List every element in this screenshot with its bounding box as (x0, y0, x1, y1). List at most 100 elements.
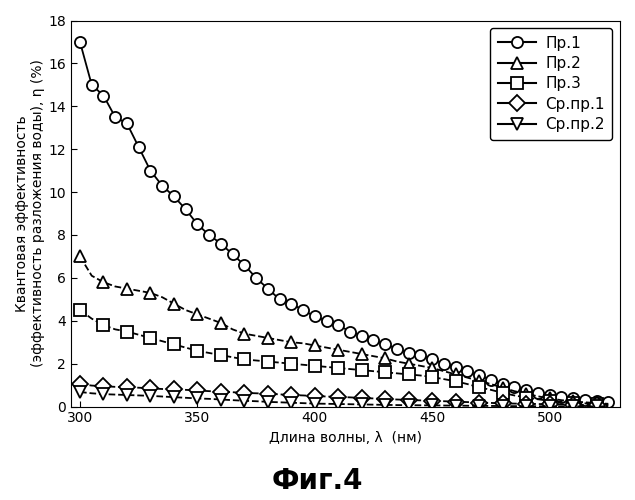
Пр.2 (429, 365, 436, 371)
Пр.2 (205, 316, 213, 322)
Пр.3 (335, 365, 342, 371)
Пр.3 (592, 401, 600, 407)
Ср.пр.2 (405, 402, 413, 408)
Ср.пр.1 (323, 394, 330, 400)
Пр.2 (264, 335, 272, 341)
Пр.2 (581, 400, 589, 406)
Пр.2 (111, 284, 119, 290)
Ср.пр.1 (182, 387, 189, 393)
Пр.2 (358, 351, 366, 357)
Ср.пр.2 (581, 404, 589, 409)
Line: Ср.пр.1: Ср.пр.1 (74, 378, 614, 411)
Ср.пр.1 (346, 394, 354, 400)
Пр.3 (111, 326, 119, 332)
Пр.3 (417, 372, 424, 378)
Пр.1 (346, 328, 354, 334)
Пр.3 (276, 360, 283, 366)
Пр.3 (464, 381, 471, 387)
Пр.2 (229, 326, 236, 332)
Пр.1 (393, 346, 401, 352)
Пр.2 (88, 272, 95, 278)
Пр.1 (581, 396, 589, 402)
Пр.1 (592, 398, 600, 404)
Пр.3 (264, 358, 272, 364)
Пр.1 (123, 120, 131, 126)
Ср.пр.1 (111, 384, 119, 390)
Пр.2 (135, 288, 142, 294)
Пр.2 (76, 254, 84, 260)
Пр.1 (323, 318, 330, 324)
Ср.пр.1 (605, 402, 612, 408)
Пр.3 (323, 364, 330, 370)
Ср.пр.2 (499, 403, 507, 409)
Ср.пр.1 (123, 384, 131, 390)
Пр.2 (511, 388, 518, 394)
Ср.пр.2 (229, 397, 236, 403)
Пр.1 (476, 372, 483, 378)
Пр.2 (393, 358, 401, 364)
Ср.пр.2 (100, 391, 107, 397)
Пр.1 (545, 392, 553, 398)
Пр.2 (569, 398, 577, 404)
Пр.2 (170, 300, 178, 306)
Пр.3 (158, 338, 166, 344)
Пр.2 (323, 344, 330, 350)
Ср.пр.1 (299, 392, 307, 398)
Ср.пр.1 (135, 384, 142, 390)
Пр.1 (88, 82, 95, 88)
Ср.пр.2 (288, 400, 295, 406)
Пр.1 (205, 232, 213, 238)
Ср.пр.2 (299, 400, 307, 406)
Пр.3 (123, 328, 131, 334)
Пр.2 (464, 374, 471, 380)
Пр.1 (417, 352, 424, 358)
Пр.3 (170, 342, 178, 347)
Ср.пр.2 (393, 402, 401, 408)
Пр.3 (217, 352, 225, 358)
Ср.пр.1 (499, 400, 507, 406)
Ср.пр.2 (534, 404, 542, 409)
Пр.3 (194, 348, 201, 354)
Ср.пр.1 (581, 402, 589, 408)
Ср.пр.2 (335, 401, 342, 407)
Ср.пр.2 (346, 401, 354, 407)
Text: Фиг.4: Фиг.4 (272, 467, 363, 495)
Пр.2 (182, 307, 189, 313)
Ср.пр.1 (545, 401, 553, 407)
Ср.пр.2 (487, 403, 495, 409)
Пр.1 (194, 222, 201, 228)
Ср.пр.1 (558, 402, 565, 407)
Y-axis label: Квантовая эффективность
(эффективность разложения воды), η (%): Квантовая эффективность (эффективность р… (15, 60, 45, 368)
Ср.пр.2 (252, 398, 260, 404)
Пр.3 (182, 344, 189, 350)
Пр.2 (123, 286, 131, 292)
Пр.2 (605, 401, 612, 407)
Пр.1 (429, 356, 436, 362)
Пр.1 (558, 394, 565, 400)
Пр.1 (464, 368, 471, 374)
Line: Пр.3: Пр.3 (74, 304, 614, 410)
Ср.пр.2 (264, 399, 272, 405)
Пр.3 (382, 370, 389, 376)
Ср.пр.2 (511, 403, 518, 409)
Ср.пр.2 (170, 394, 178, 400)
Ср.пр.1 (370, 396, 377, 402)
Пр.2 (558, 397, 565, 403)
Пр.3 (511, 392, 518, 398)
Ср.пр.2 (558, 404, 565, 409)
Пр.3 (405, 372, 413, 378)
Пр.3 (393, 370, 401, 376)
Ср.пр.2 (323, 401, 330, 407)
Ср.пр.1 (393, 396, 401, 402)
Пр.3 (346, 366, 354, 372)
Пр.1 (100, 92, 107, 98)
Пр.1 (76, 39, 84, 45)
Пр.1 (569, 396, 577, 402)
Ср.пр.1 (264, 390, 272, 396)
Пр.2 (382, 356, 389, 362)
Legend: Пр.1, Пр.2, Пр.3, Ср.пр.1, Ср.пр.2: Пр.1, Пр.2, Пр.3, Ср.пр.1, Ср.пр.2 (490, 28, 612, 140)
Пр.3 (440, 376, 448, 382)
Пр.3 (476, 384, 483, 390)
Line: Пр.2: Пр.2 (74, 251, 614, 410)
Ср.пр.1 (382, 396, 389, 402)
